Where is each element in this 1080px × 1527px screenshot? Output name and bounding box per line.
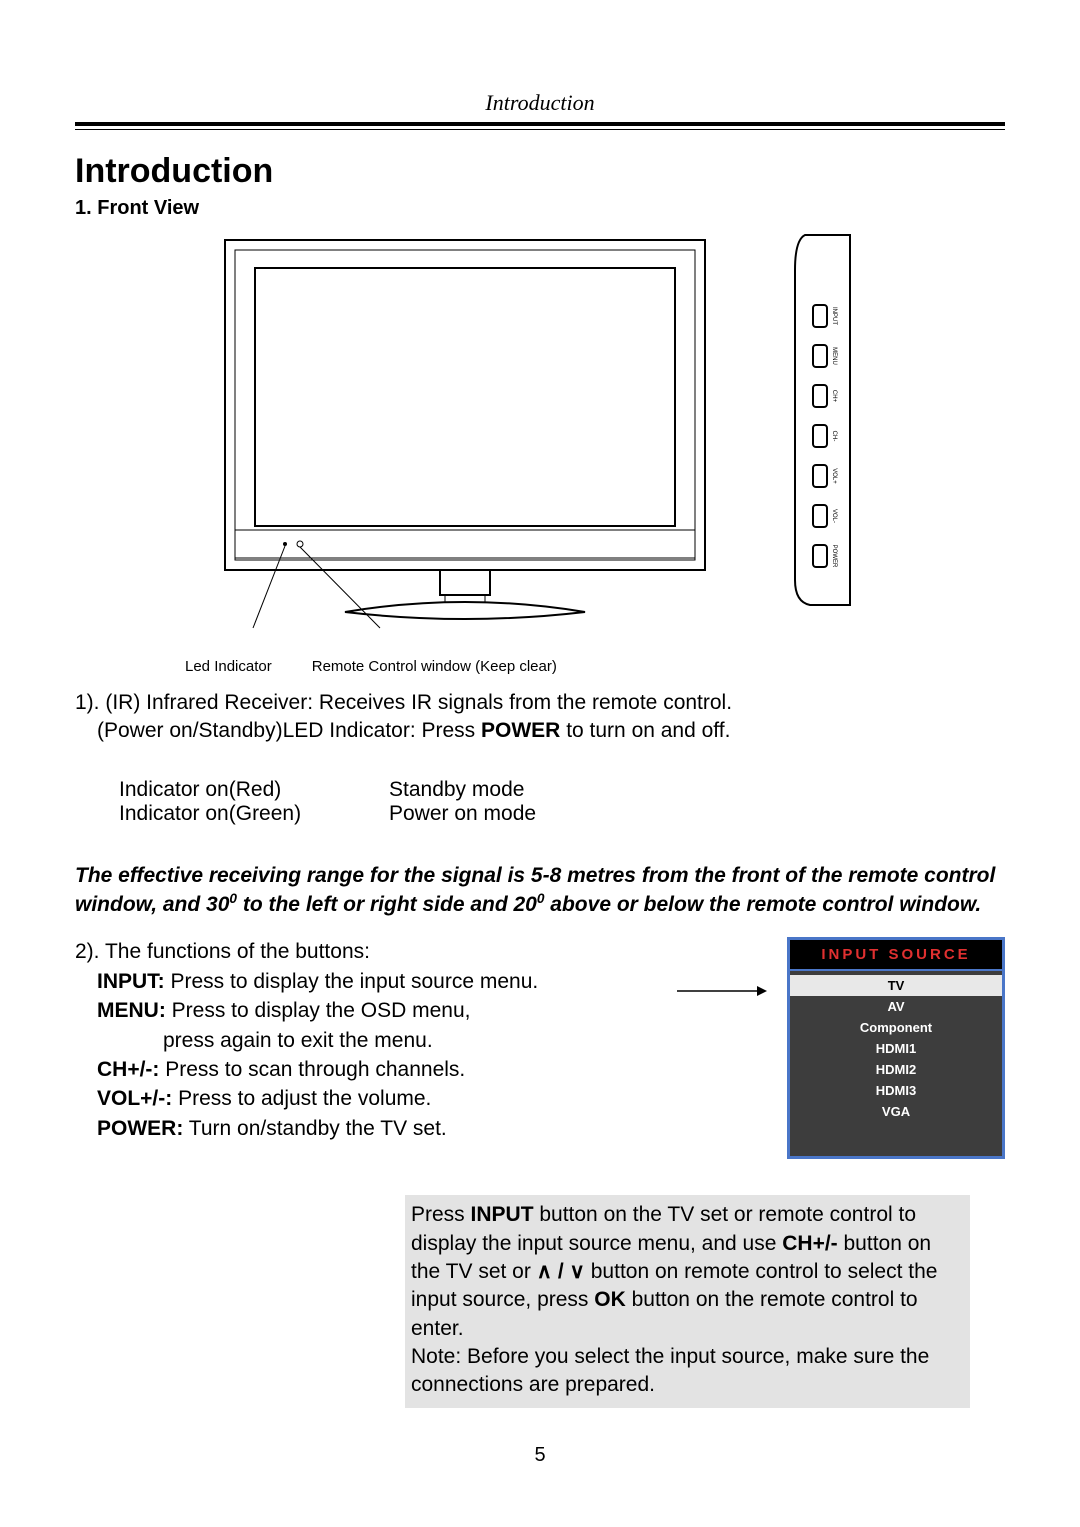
func-desc: Press to adjust the volume.	[172, 1087, 431, 1110]
table-row: Indicator on(Red) Standby mode	[119, 778, 1005, 802]
input-source-menu: INPUT SOURCE TVAVComponentHDMI1HDMI2HDMI…	[787, 937, 1005, 1159]
svg-text:VOL-: VOL-	[831, 509, 837, 523]
svg-text:MENU: MENU	[831, 347, 837, 365]
input-source-item: VGA	[790, 1101, 1002, 1122]
ir-paragraph: 1). (IR) Infrared Receiver: Receives IR …	[75, 689, 1005, 746]
ir-line1: 1). (IR) Infrared Receiver: Receives IR …	[75, 691, 732, 714]
indicator-cell: Power on mode	[389, 802, 536, 826]
range-note: The effective receiving range for the si…	[75, 862, 1005, 920]
instr-bold: OK	[594, 1288, 626, 1311]
diagram-callouts: Led Indicator Remote Control window (Kee…	[185, 658, 1005, 675]
range-note-text: to the left or right side and 20	[237, 893, 537, 916]
callout-led: Led Indicator	[185, 658, 272, 675]
func-desc: Turn on/standby the TV set.	[183, 1117, 446, 1140]
indicator-cell: Indicator on(Green)	[119, 802, 389, 826]
indicator-cell: Standby mode	[389, 778, 524, 802]
section-heading: 1. Front View	[75, 197, 1005, 220]
range-note-text: above or below the remote control window…	[544, 893, 981, 916]
svg-text:CH-: CH-	[831, 431, 837, 442]
ir-line2-pre: (Power on/Standby)LED Indicator: Press	[97, 719, 481, 742]
up-down-icon: ∧ / ∨	[537, 1260, 585, 1283]
input-source-item: HDMI1	[790, 1038, 1002, 1059]
func-label: CH+/-:	[97, 1058, 159, 1081]
func-label: VOL+/-:	[97, 1087, 172, 1110]
func-sub: press again to exit the menu.	[163, 1026, 657, 1055]
page-title: Introduction	[75, 152, 1005, 191]
ir-line2-bold: POWER	[481, 719, 560, 742]
tv-front-svg	[185, 230, 745, 650]
instr-bold: INPUT	[471, 1203, 534, 1226]
func-label: INPUT:	[97, 970, 165, 993]
indicator-cell: Indicator on(Red)	[119, 778, 389, 802]
running-header: Introduction	[75, 90, 1005, 116]
svg-text:POWER: POWER	[831, 545, 837, 568]
svg-text:VOL+: VOL+	[831, 468, 837, 484]
svg-text:INPUT: INPUT	[831, 307, 837, 325]
indicator-table: Indicator on(Red) Standby mode Indicator…	[119, 778, 1005, 826]
arrow-to-menu	[677, 937, 767, 1006]
instr-text: Press	[411, 1203, 471, 1226]
table-row: Indicator on(Green) Power on mode	[119, 802, 1005, 826]
input-source-title: INPUT SOURCE	[790, 940, 1002, 971]
func-desc: Press to display the input source menu.	[165, 970, 539, 993]
svg-text:CH+: CH+	[831, 390, 837, 403]
input-source-item: TV	[790, 975, 1002, 996]
func-label: POWER:	[97, 1117, 183, 1140]
instr-bold: CH+/-	[782, 1232, 837, 1255]
input-source-item: AV	[790, 996, 1002, 1017]
input-source-item: HDMI3	[790, 1080, 1002, 1101]
instr-note: Note: Before you select the input source…	[411, 1345, 929, 1396]
func-label: MENU:	[97, 999, 166, 1022]
tv-side-panel-svg: INPUT MENU CH+ CH- VOL+ VOL- POWER	[785, 230, 895, 610]
functions-intro: 2). The functions of the buttons:	[75, 937, 657, 966]
ir-line2-post: to turn on and off.	[560, 719, 730, 742]
range-sup: 0	[229, 891, 237, 906]
page-number: 5	[0, 1444, 1080, 1467]
callout-ir: Remote Control window (Keep clear)	[312, 658, 557, 675]
front-view-diagram: INPUT MENU CH+ CH- VOL+ VOL- POWER	[75, 230, 1005, 650]
func-desc: Press to display the OSD menu,	[166, 999, 471, 1022]
input-source-item: HDMI2	[790, 1059, 1002, 1080]
input-source-item: Component	[790, 1017, 1002, 1038]
functions-list: 2). The functions of the buttons: INPUT:…	[75, 937, 657, 1143]
rule-thick	[75, 122, 1005, 126]
rule-thin	[75, 129, 1005, 130]
func-desc: Press to scan through channels.	[159, 1058, 465, 1081]
instruction-box: Press INPUT button on the TV set or remo…	[405, 1195, 970, 1407]
